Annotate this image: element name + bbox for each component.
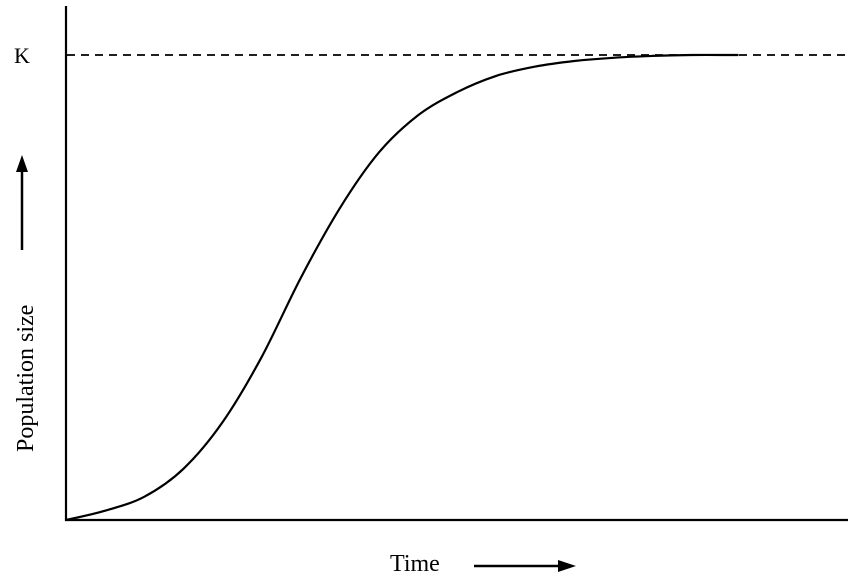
- carrying-capacity-label: K: [14, 43, 30, 68]
- x-axis-arrow-icon: [558, 560, 576, 572]
- x-axis-label: Time: [390, 551, 440, 577]
- y-axis-arrow-icon: [16, 155, 28, 172]
- y-axis-label: Population size: [13, 305, 39, 452]
- logistic-growth-curve: [65, 53, 739, 522]
